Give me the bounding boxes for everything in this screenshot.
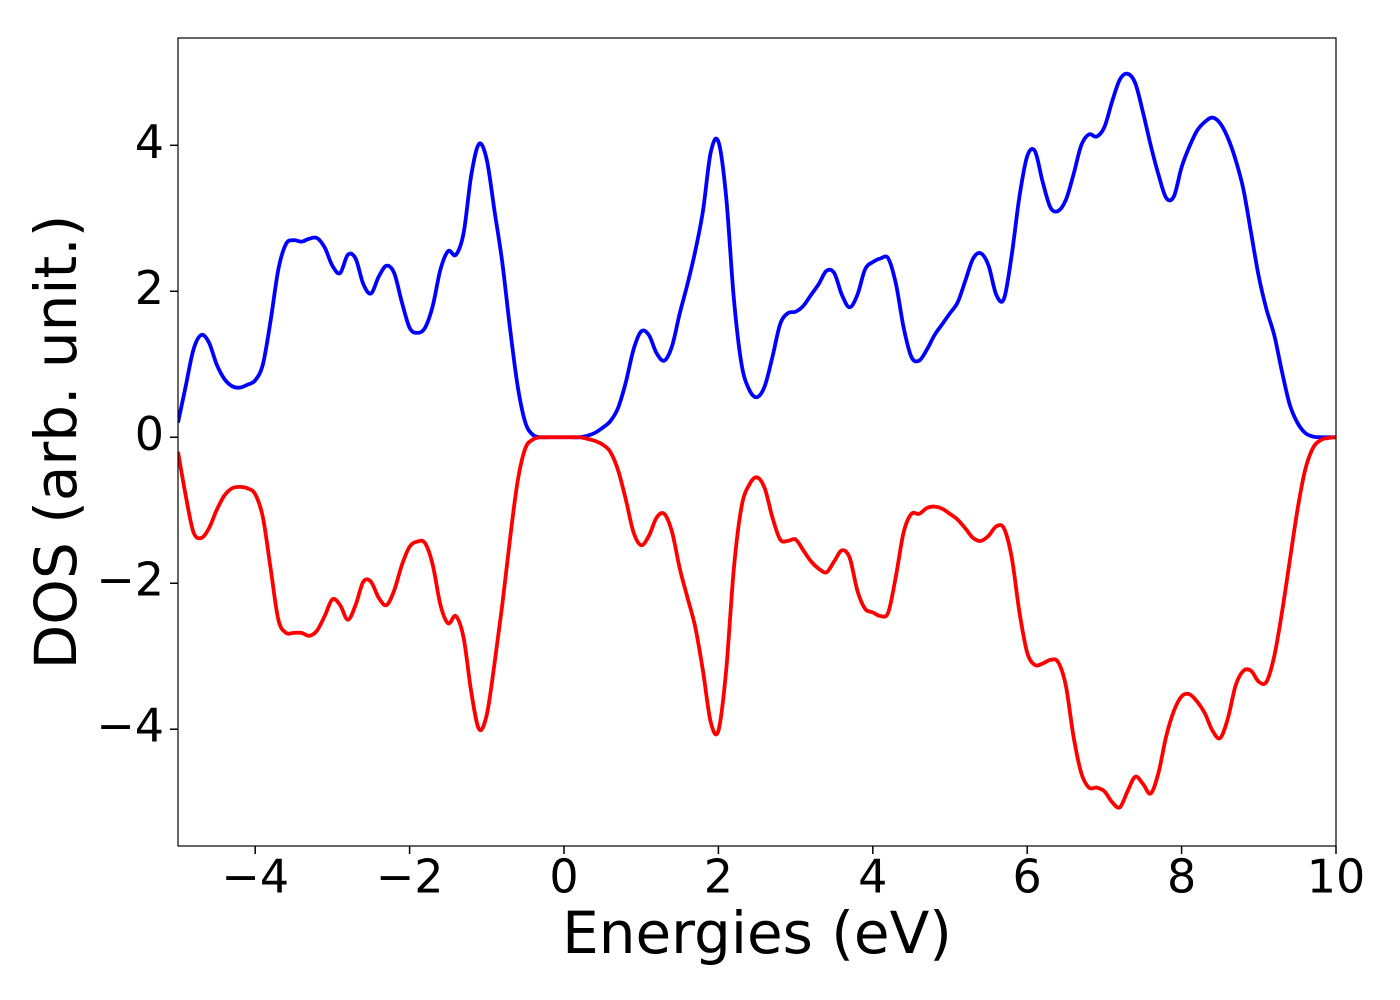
y-tick-label: 0: [135, 407, 164, 461]
x-tick-label: 4: [858, 850, 887, 904]
x-axis-label: Energies (eV): [562, 899, 952, 967]
x-tick-label: 8: [1167, 850, 1196, 904]
x-tick-label: 10: [1307, 850, 1366, 904]
x-tick-label: 6: [1013, 850, 1042, 904]
x-tick-label: −2: [376, 850, 444, 904]
y-axis-label: DOS (arb. unit.): [22, 215, 90, 670]
x-tick-label: 2: [704, 850, 733, 904]
y-tick-label: −4: [96, 699, 164, 753]
y-tick-label: −2: [96, 553, 164, 607]
dos-line: [178, 435, 1336, 810]
x-tick-label: −4: [221, 850, 289, 904]
plot-frame: [177, 37, 1337, 847]
y-tick-label: 2: [135, 261, 164, 315]
dos-line: [178, 71, 1336, 440]
y-tick-label: 4: [135, 115, 164, 169]
x-tick-label: 0: [549, 850, 578, 904]
